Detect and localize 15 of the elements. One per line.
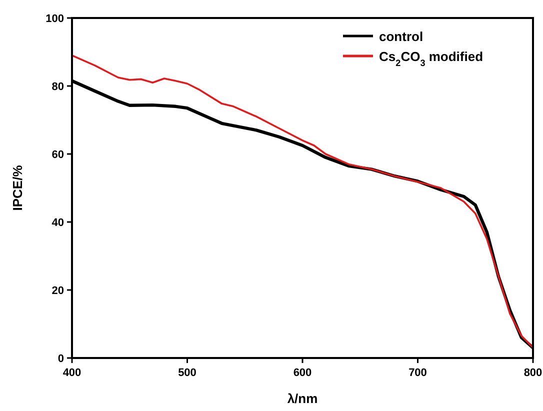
x-tick-label: 400 bbox=[62, 367, 82, 379]
y-tick-label: 100 bbox=[46, 13, 64, 25]
x-tick-label: 600 bbox=[293, 367, 312, 379]
y-axis-title: IPCE/% bbox=[10, 164, 25, 211]
y-tick-label: 60 bbox=[52, 149, 64, 161]
x-tick-label: 700 bbox=[408, 367, 427, 379]
y-tick-label: 20 bbox=[52, 285, 64, 297]
legend-label: Cs$_{2}$CO$_{3}$ modified bbox=[379, 49, 484, 68]
y-tick-label: 80 bbox=[52, 81, 64, 93]
y-tick-label: 0 bbox=[58, 353, 64, 365]
legend-label: control bbox=[379, 29, 424, 44]
x-tick-label: 800 bbox=[524, 367, 542, 379]
x-axis-title: λ/nm bbox=[287, 391, 318, 406]
x-tick-label: 500 bbox=[178, 367, 196, 379]
y-tick-label: 40 bbox=[52, 217, 64, 229]
